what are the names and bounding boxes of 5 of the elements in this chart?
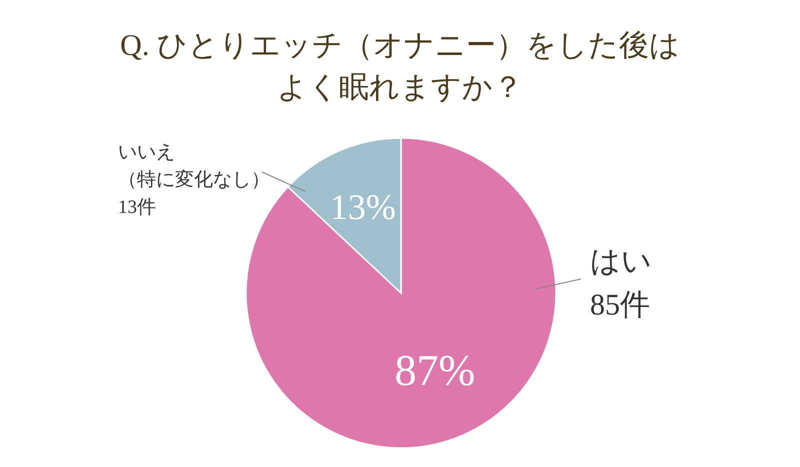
- slice-label: はい85件: [590, 245, 652, 322]
- data-label: 87%: [394, 346, 476, 396]
- chart-title: Q. ひとりエッチ（オナニー）をした後はよく眠れますか？: [120, 29, 680, 104]
- data-label: 13%: [330, 186, 396, 227]
- slice-label: いいえ（特に変化なし）13件: [118, 142, 270, 218]
